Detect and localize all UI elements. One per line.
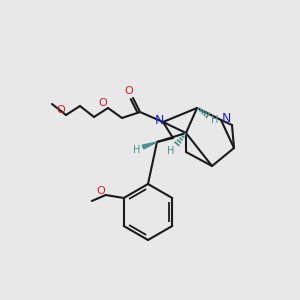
Polygon shape bbox=[142, 142, 157, 149]
Text: N: N bbox=[154, 113, 164, 127]
Text: O: O bbox=[124, 86, 134, 96]
Text: H: H bbox=[211, 115, 219, 125]
Text: H: H bbox=[133, 145, 141, 155]
Text: O: O bbox=[57, 105, 65, 115]
Text: O: O bbox=[96, 186, 105, 196]
Text: H: H bbox=[167, 146, 175, 156]
Text: O: O bbox=[99, 98, 107, 108]
Text: N: N bbox=[221, 112, 231, 125]
